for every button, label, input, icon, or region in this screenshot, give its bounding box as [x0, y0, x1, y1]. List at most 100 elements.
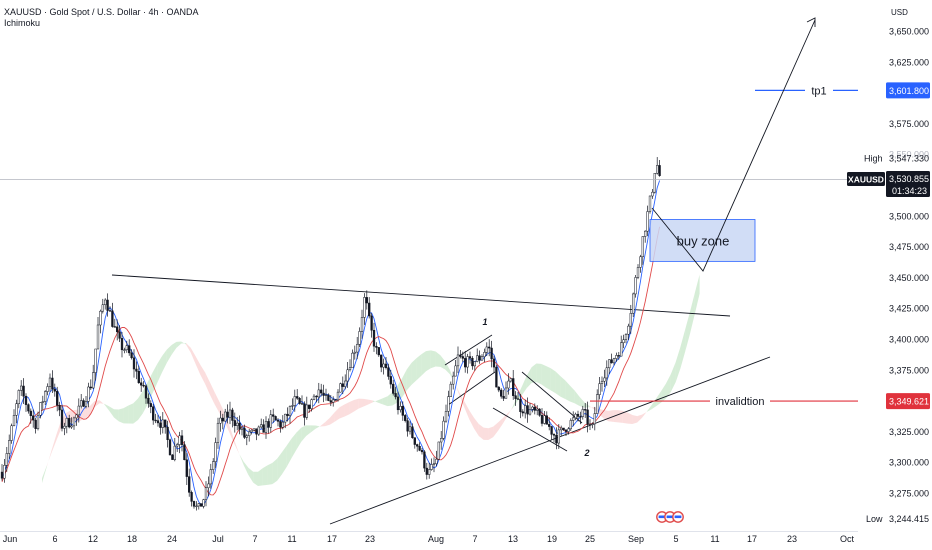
candle-body: [423, 451, 426, 469]
candle-body: [60, 409, 64, 429]
ichimoku-cloud-segment: [570, 385, 575, 404]
ichimoku-cloud-segment: [166, 345, 172, 363]
ichimoku-cloud-segment: [330, 412, 335, 425]
candle-body: [118, 331, 121, 339]
candle-body: [36, 415, 40, 429]
candle-body: [48, 377, 52, 387]
ichimoku-cloud-segment: [190, 347, 196, 364]
ichimoku-cloud-segment: [637, 414, 642, 423]
ichimoku-cloud-segment: [454, 382, 460, 397]
candle-body: [507, 380, 510, 389]
candle-body: [329, 400, 332, 403]
candle-body: [180, 435, 184, 445]
candle-body: [612, 358, 616, 364]
candle-body: [442, 420, 445, 439]
time-tick-label: 11: [710, 534, 719, 544]
ichimoku-cloud-segment: [262, 465, 268, 486]
candle-body: [137, 370, 140, 383]
candle-body: [387, 367, 390, 377]
high-value: 3,547.330: [889, 154, 929, 164]
low-label: Low: [866, 514, 883, 524]
ichimoku-cloud-segment: [320, 422, 326, 427]
candle-body: [216, 422, 220, 443]
candle-body: [214, 442, 217, 462]
candle-body: [574, 413, 577, 419]
candle-body: [312, 395, 316, 400]
candle-body: [600, 380, 604, 384]
candle-body: [113, 326, 116, 328]
price-tick-label: 3,275.000: [889, 489, 929, 499]
time-tick-label: Jun: [3, 534, 18, 544]
time-tick-label: 12: [88, 534, 98, 544]
candle-body: [519, 399, 522, 412]
price-tick-label: 3,425.000: [889, 304, 929, 314]
candle-body: [550, 426, 553, 435]
candle-body: [377, 347, 380, 356]
candle-body: [504, 387, 508, 399]
candle-body: [94, 348, 97, 373]
candle-body: [176, 444, 179, 447]
candle-body: [20, 385, 23, 391]
candle-body: [132, 357, 136, 370]
ichimoku-cloud-segment: [550, 368, 556, 394]
currency-label: USD: [891, 8, 908, 17]
candle-body: [12, 415, 16, 427]
time-tick-label: Jul: [212, 534, 224, 544]
time-tick-label: 23: [365, 534, 375, 544]
candle-body: [46, 386, 49, 392]
ichimoku-cloud-segment: [483, 427, 489, 441]
candle-body: [336, 391, 340, 401]
candle-body: [108, 310, 112, 312]
candle-body: [430, 464, 433, 470]
candle-body: [17, 390, 20, 405]
ichimoku-cloud-segment: [493, 422, 498, 438]
candle-body: [99, 310, 102, 326]
candle-body: [303, 403, 306, 418]
projection-path: [651, 19, 816, 272]
candle-body: [116, 326, 119, 333]
kijun-line: [1, 226, 661, 496]
candle-body: [516, 398, 520, 400]
candle-body: [588, 423, 592, 426]
price-tick-label: 3,375.000: [889, 365, 929, 375]
candle-body: [288, 406, 292, 417]
candle-body: [629, 313, 632, 327]
candle-body: [610, 359, 613, 364]
economic-event-icon-flag: [658, 515, 666, 519]
candle-body: [497, 386, 500, 391]
buy-zone-label: buy zone: [677, 233, 730, 248]
candle-body: [404, 415, 407, 421]
candle-body: [389, 376, 392, 385]
candle-body: [521, 411, 524, 414]
candle-body: [531, 406, 534, 410]
candle-body: [543, 415, 546, 424]
candle-body: [500, 389, 503, 397]
candle-body: [528, 409, 532, 415]
candle-body: [560, 427, 563, 431]
ichimoku-cloud-segment: [579, 396, 585, 408]
ichimoku-cloud-segment: [176, 341, 182, 348]
ichimoku-cloud-segment: [238, 452, 244, 466]
candle-body: [224, 411, 227, 422]
candle-body: [428, 469, 431, 475]
candle-body: [564, 429, 568, 432]
ichimoku-cloud-segment: [157, 356, 162, 383]
ichimoku-cloud-segment: [133, 398, 138, 424]
ichimoku-cloud-segment: [541, 363, 546, 388]
ichimoku-cloud-segment: [358, 398, 364, 409]
candle-body: [399, 406, 402, 411]
time-tick-label: 17: [747, 534, 757, 544]
ichimoku-cloud-segment: [306, 425, 311, 437]
price-tick-label: 3,400.000: [889, 335, 929, 345]
last-price-box: [886, 171, 930, 197]
ichimoku-cloud-segment: [694, 274, 700, 314]
candle-body: [308, 404, 311, 409]
candle-body: [363, 297, 366, 318]
candle-body: [279, 421, 282, 428]
candle-body: [344, 380, 347, 387]
candle-body: [135, 368, 138, 372]
candle-body: [106, 299, 109, 311]
ichimoku-cloud-segment: [387, 392, 393, 407]
candle-body: [327, 394, 330, 401]
